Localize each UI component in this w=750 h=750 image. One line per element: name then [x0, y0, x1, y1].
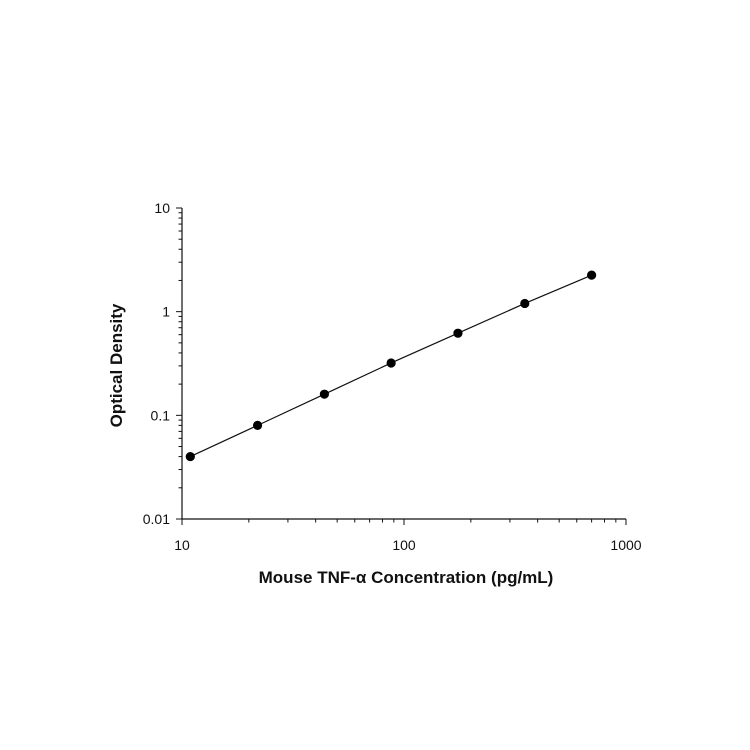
x-tick-label: 10 [174, 537, 190, 553]
x-axis-major-ticks [181, 519, 627, 525]
y-tick-label: 1 [162, 304, 170, 320]
y-axis-label: Optical Density [107, 303, 126, 427]
x-axis-label: Mouse TNF-α Concentration (pg/mL) [259, 568, 554, 587]
data-point [520, 298, 530, 309]
data-point [252, 420, 263, 430]
x-axis-tick-labels: 10 100 1000 [174, 537, 642, 553]
series-layer [185, 270, 597, 462]
y-axis-tick-labels: 0.01 0.1 1 10 [143, 200, 170, 527]
data-point [453, 328, 463, 338]
y-tick-label: 10 [154, 200, 170, 216]
data-point [319, 389, 330, 399]
x-tick-label: 1000 [610, 537, 641, 553]
data-point [587, 270, 597, 280]
y-tick-label: 0.1 [151, 407, 171, 423]
data-point [185, 451, 195, 462]
y-tick-label: 0.01 [143, 511, 170, 527]
data-point [386, 358, 396, 368]
y-axis-major-ticks [176, 207, 182, 520]
x-tick-label: 100 [392, 537, 416, 553]
